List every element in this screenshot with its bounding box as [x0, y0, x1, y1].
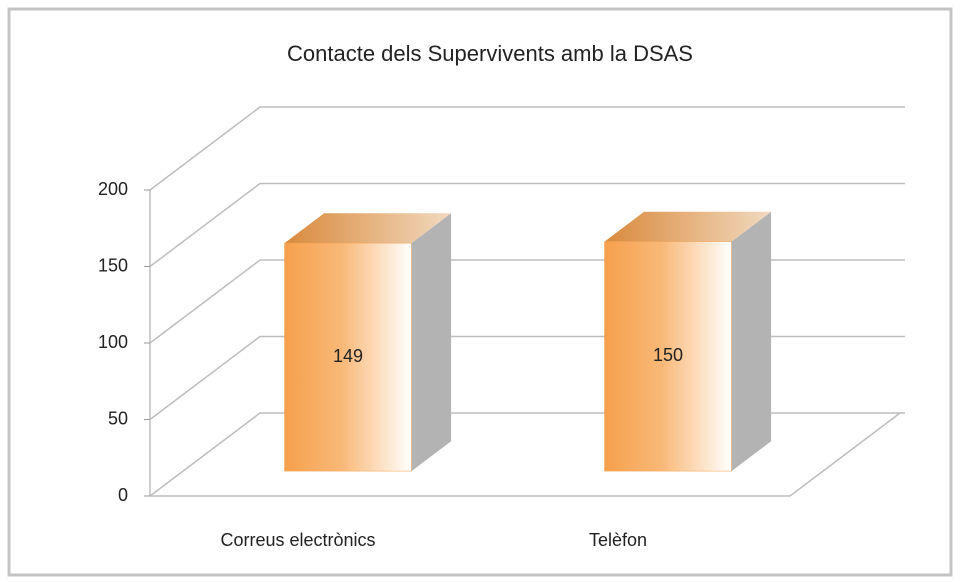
bar — [604, 241, 732, 472]
x-tick-label: Correus electrònics — [220, 530, 375, 550]
bar-side — [411, 213, 452, 472]
y-tick-label: 0 — [118, 485, 128, 505]
grid-line — [149, 182, 905, 268]
y-tick-label: 100 — [98, 332, 128, 352]
chart-frame — [7, 7, 953, 577]
grid-line — [149, 106, 905, 191]
x-tick-label: Telèfon — [589, 530, 647, 550]
bar — [284, 242, 412, 472]
y-tick-label: 200 — [98, 179, 128, 199]
data-label: 150 — [653, 345, 683, 365]
chart-title: Contacte dels Supervivents amb la DSAS — [287, 41, 693, 66]
floor-edge — [150, 412, 901, 497]
bar-top — [284, 213, 452, 244]
bar-side — [731, 211, 772, 472]
y-tick-label: 150 — [98, 255, 128, 275]
bar-top — [604, 211, 772, 242]
data-label: 149 — [333, 346, 363, 366]
y-tick-label: 50 — [108, 408, 128, 428]
